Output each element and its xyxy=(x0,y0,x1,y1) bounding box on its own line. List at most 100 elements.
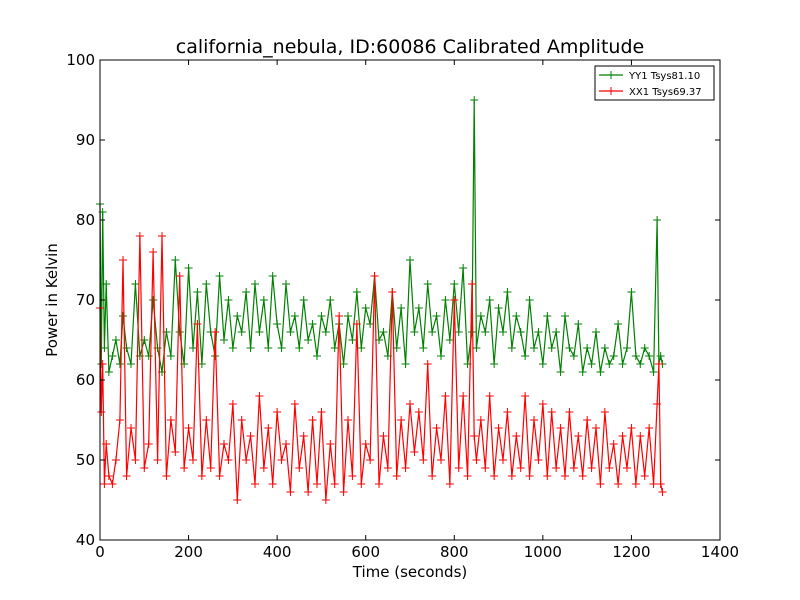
data-point xyxy=(503,408,512,416)
x-tick-label: 400 xyxy=(263,543,292,561)
y-tick-label: 50 xyxy=(76,451,95,469)
data-point xyxy=(578,368,587,376)
data-point xyxy=(361,440,370,448)
data-point xyxy=(463,472,472,480)
x-tick-label: 200 xyxy=(174,543,203,561)
data-point xyxy=(503,288,512,296)
y-tick-label: 70 xyxy=(76,291,95,309)
data-point xyxy=(189,344,197,352)
data-point xyxy=(596,480,605,488)
data-point xyxy=(653,216,662,224)
data-point xyxy=(499,456,507,464)
data-point xyxy=(512,432,521,440)
data-point xyxy=(268,272,277,280)
data-point xyxy=(516,328,525,336)
data-point xyxy=(308,416,317,424)
data-point xyxy=(115,360,124,368)
data-point xyxy=(441,296,450,304)
y-tick-label: 80 xyxy=(76,211,95,229)
data-point xyxy=(397,304,406,312)
y-axis-label: Power in Kelvin xyxy=(43,243,61,357)
data-point xyxy=(636,432,645,440)
data-point xyxy=(538,400,547,408)
data-point xyxy=(379,432,388,440)
data-point xyxy=(193,320,202,328)
data-point xyxy=(649,368,658,376)
data-point xyxy=(348,336,357,344)
data-point xyxy=(108,480,117,488)
data-point xyxy=(445,480,454,488)
data-point xyxy=(414,304,423,312)
data-point xyxy=(574,432,583,440)
data-point xyxy=(428,328,437,336)
data-point xyxy=(552,328,561,336)
data-point xyxy=(215,472,224,480)
data-point xyxy=(423,360,432,368)
data-point xyxy=(202,416,211,424)
data-point xyxy=(406,400,414,408)
data-point xyxy=(569,352,578,360)
data-point xyxy=(286,488,295,496)
data-point xyxy=(494,424,503,432)
data-point xyxy=(419,344,428,352)
data-point xyxy=(476,312,485,320)
data-point xyxy=(583,344,592,352)
data-point xyxy=(321,496,330,504)
data-point xyxy=(242,288,251,296)
data-point xyxy=(623,344,631,352)
data-point xyxy=(175,328,184,336)
data-point xyxy=(583,416,592,424)
data-point xyxy=(512,312,521,320)
data-point xyxy=(459,264,468,272)
plot-area xyxy=(96,96,667,504)
data-point xyxy=(308,320,317,328)
data-point xyxy=(282,280,290,288)
data-point xyxy=(119,256,128,264)
legend-label: YY1 Tsys81.10 xyxy=(628,71,700,82)
chart-title: california_nebula, ID:60086 Calibrated A… xyxy=(176,36,644,58)
data-point xyxy=(246,344,255,352)
data-point xyxy=(468,280,476,288)
data-point xyxy=(388,288,397,296)
data-point xyxy=(246,432,255,440)
data-point xyxy=(206,464,215,472)
data-point xyxy=(251,480,259,488)
data-point xyxy=(166,352,175,360)
data-point xyxy=(175,272,184,280)
data-point xyxy=(428,472,437,480)
data-point xyxy=(122,472,131,480)
data-point xyxy=(171,448,180,456)
data-point xyxy=(472,344,481,352)
data-point xyxy=(166,416,175,424)
data-point xyxy=(295,464,304,472)
data-point xyxy=(656,480,665,488)
data-point xyxy=(115,416,124,424)
data-point xyxy=(525,296,534,304)
data-point xyxy=(525,472,534,480)
data-point xyxy=(649,480,658,488)
data-point xyxy=(321,328,330,336)
data-point xyxy=(299,296,308,304)
data-point xyxy=(450,280,459,288)
data-point xyxy=(410,328,419,336)
data-point xyxy=(153,456,162,464)
data-point xyxy=(259,464,268,472)
y-tick-label: 100 xyxy=(66,51,95,69)
data-point xyxy=(100,480,109,488)
y-tick-label: 60 xyxy=(76,371,95,389)
data-point xyxy=(481,464,490,472)
data-point xyxy=(516,464,525,472)
data-point xyxy=(220,440,228,448)
data-point xyxy=(184,424,193,432)
data-point xyxy=(224,296,233,304)
data-point xyxy=(459,392,468,400)
data-point xyxy=(383,464,392,472)
data-point xyxy=(335,312,344,320)
x-tick-label: 1400 xyxy=(701,543,739,561)
data-point xyxy=(119,312,128,320)
data-point xyxy=(135,232,144,240)
legend-item: XX1 Tsys69.37 xyxy=(599,87,702,98)
data-point xyxy=(330,344,339,352)
data-point xyxy=(184,264,193,272)
data-point xyxy=(149,296,158,304)
